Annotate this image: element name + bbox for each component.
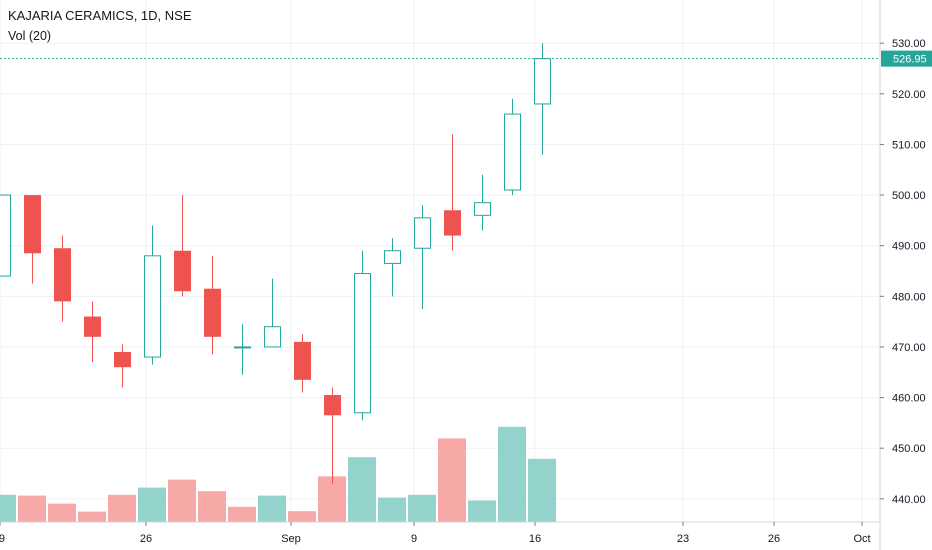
price-axis-label: 520.00 [892,89,926,101]
volume-bar [138,487,166,522]
volume-bar [168,479,196,522]
price-axis-label: 470.00 [892,342,926,354]
time-axis-label: Oct [853,533,870,545]
price-axis-label: 530.00 [892,38,926,50]
volume-bar [288,511,316,522]
volume-bar [378,497,406,522]
candle-body-up [234,346,251,349]
time-axis-label: Sep [281,533,301,545]
candle-body-up [0,194,11,277]
volume-bar [78,511,106,522]
price-axis-label: 500.00 [892,190,926,202]
candle-body-down [294,341,311,380]
volume-bar [0,494,16,522]
price-axis-label: 460.00 [892,393,926,405]
candle-body-up [504,113,521,191]
price-axis-label: 480.00 [892,291,926,303]
symbol-title[interactable]: KAJARIA CERAMICS, 1D, NSE [8,8,192,23]
volume-bar [228,506,256,522]
volume-bar [468,500,496,522]
candle-body-up [264,326,281,348]
volume-bar [408,494,436,522]
volume-bar [438,438,466,522]
candle-body-down [204,288,221,337]
candle-body-down [324,395,341,416]
volume-bar [198,491,226,522]
time-axis-label: 9 [411,533,417,545]
time-axis-label: 26 [140,533,152,545]
candle-body-up [414,217,431,249]
volume-indicator-label[interactable]: Vol (20) [8,29,52,43]
price-axis-label: 440.00 [892,494,926,506]
price-axis-label: 490.00 [892,241,926,253]
candle-body-up [144,255,161,358]
candle-body-up [474,202,491,216]
volume-bar [348,457,376,522]
candle-body-up [384,250,401,264]
volume-bar [48,503,76,522]
volume-bar [318,476,346,522]
candle-body-down [174,250,191,292]
volume-bar [258,495,286,522]
time-axis-label: 16 [529,533,541,545]
candle-body-down [54,248,71,302]
candle-body-down [84,316,101,337]
last-price-badge [881,50,932,67]
candle-body-up [534,58,551,105]
chart-legend: KAJARIA CERAMICS, 1D, NSE Vol (20) [8,6,192,46]
candle-body-down [444,210,461,236]
time-axis-label: 26 [768,533,780,545]
price-axis-label: 510.00 [892,139,926,151]
time-axis-label: 19 [0,533,5,545]
time-axis-label: 23 [677,533,689,545]
volume-bar [18,495,46,522]
volume-bar [108,494,136,522]
last-price-label: 526.95 [893,54,927,66]
price-axis-label: 450.00 [892,443,926,455]
volume-bar [498,426,526,522]
candle-body-down [114,352,131,368]
candle-body-up [354,273,371,414]
volume-bar [528,458,556,522]
candle-body-down [24,195,41,254]
